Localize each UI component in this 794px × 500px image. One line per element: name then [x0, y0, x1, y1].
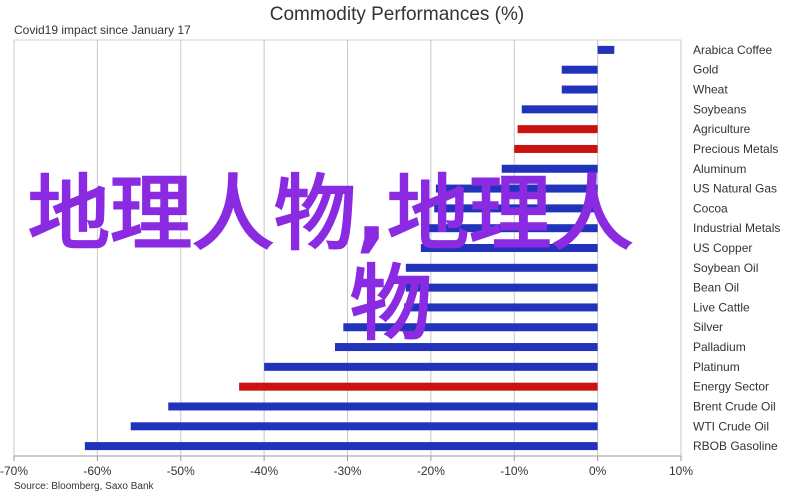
x-tick-label: -30%	[333, 464, 361, 478]
x-tick-label: 10%	[669, 464, 693, 478]
bar	[435, 184, 598, 193]
category-label: Energy Sector	[693, 380, 769, 394]
bar	[405, 263, 598, 272]
bar	[404, 303, 598, 312]
watermark-text-line1: 地理人物,地理人	[28, 167, 634, 262]
x-tick-label: -10%	[500, 464, 528, 478]
chart-title: Commodity Performances (%)	[269, 4, 525, 25]
watermark-text-line2: 物	[350, 257, 433, 352]
category-label: Brent Crude Oil	[693, 399, 776, 413]
category-label: Precious Metals	[693, 142, 778, 156]
category-label: Industrial Metals	[693, 221, 780, 235]
bar	[517, 125, 598, 134]
x-tick-label: -60%	[83, 464, 111, 478]
bar	[130, 422, 598, 431]
bar	[434, 204, 598, 213]
bar	[239, 382, 598, 391]
category-label: Platinum	[693, 360, 740, 374]
category-label: WTI Crude Oil	[693, 419, 769, 433]
category-label: Agriculture	[693, 122, 751, 136]
category-label: US Natural Gas	[693, 182, 777, 196]
category-label: Aluminum	[693, 162, 746, 176]
bar	[514, 144, 598, 153]
category-label: Bean Oil	[693, 281, 739, 295]
x-tick-label: 0%	[589, 464, 607, 478]
bar	[264, 362, 598, 371]
bar	[334, 343, 598, 352]
category-label: Wheat	[693, 83, 728, 97]
category-label: Gold	[693, 63, 718, 77]
category-label: RBOB Gasoline	[693, 439, 778, 453]
bar	[343, 323, 598, 332]
bar	[561, 65, 598, 74]
x-tick-label: -20%	[417, 464, 445, 478]
x-tick-label: -40%	[250, 464, 278, 478]
chart-source: Source: Bloomberg, Saxo Bank	[14, 481, 154, 492]
bar	[501, 164, 598, 173]
bar	[597, 45, 615, 54]
bar	[420, 244, 598, 252]
bar	[168, 402, 598, 411]
category-label: Cocoa	[693, 201, 728, 215]
category-label: Palladium	[693, 340, 746, 354]
bar	[424, 224, 598, 233]
category-label: Silver	[693, 320, 723, 334]
category-label: US Copper	[693, 241, 752, 255]
category-label: Soybeans	[693, 102, 746, 116]
bar	[521, 105, 598, 114]
bar	[561, 85, 598, 94]
chart-subtitle: Covid19 impact since January 17	[14, 23, 191, 37]
category-label: Soybean Oil	[693, 261, 758, 275]
bar	[405, 283, 598, 292]
bar	[84, 442, 598, 451]
category-label: Arabica Coffee	[693, 43, 772, 57]
x-tick-label: -70%	[0, 464, 28, 478]
category-label: Live Cattle	[693, 300, 750, 314]
x-tick-label: -50%	[167, 464, 195, 478]
